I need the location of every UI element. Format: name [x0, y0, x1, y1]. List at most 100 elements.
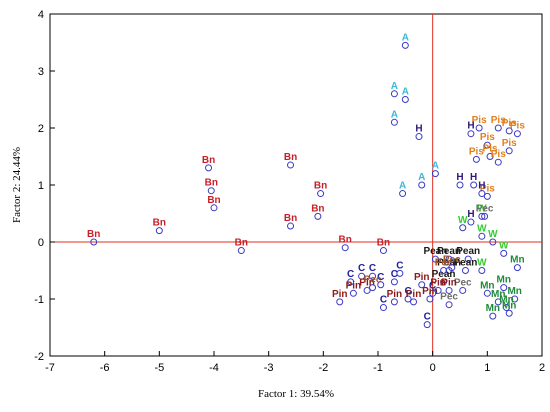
data-point: W	[499, 240, 509, 257]
x-tick-label: -6	[100, 362, 110, 374]
point-marker	[341, 244, 349, 252]
point-marker	[207, 187, 215, 195]
data-point: Pis	[469, 146, 484, 163]
point-marker	[459, 224, 467, 232]
point-marker	[483, 289, 491, 297]
point-label: Pec	[435, 258, 453, 269]
data-point: W	[477, 203, 487, 220]
data-point: Mn	[486, 303, 500, 320]
point-label: Pis	[480, 183, 495, 194]
data-point: Pis	[480, 183, 495, 200]
data-point: C	[404, 286, 412, 303]
data-point: A	[391, 109, 398, 126]
point-label: C	[424, 312, 431, 323]
x-tick-label: -3	[264, 362, 274, 374]
data-point: Pis	[472, 115, 487, 132]
y-axis-title: Factor 2: 24.44%	[11, 147, 23, 223]
reference-lines	[50, 14, 542, 356]
point-marker	[445, 286, 453, 294]
point-label: Pis	[480, 132, 495, 143]
point-marker	[347, 278, 355, 286]
point-marker	[459, 286, 467, 294]
point-marker	[445, 301, 453, 309]
point-marker	[431, 255, 439, 263]
x-tick-label: -7	[45, 362, 55, 374]
point-label: Pec	[476, 203, 494, 214]
point-label: W	[477, 258, 487, 269]
point-label: Pis	[469, 146, 484, 157]
point-marker	[478, 232, 486, 240]
point-marker	[502, 304, 510, 312]
data-point: H	[415, 124, 423, 141]
data-point: Pean	[437, 246, 461, 263]
point-marker	[90, 238, 98, 246]
point-label: A	[402, 87, 409, 98]
point-label: C	[347, 269, 354, 280]
data-point: C	[391, 269, 398, 286]
data-point: Bn	[377, 238, 390, 255]
point-label: Pis	[491, 149, 506, 160]
point-label: C	[429, 280, 436, 291]
data-point: Pean	[423, 246, 447, 263]
data-point: Mn	[510, 255, 525, 272]
point-marker	[287, 161, 295, 169]
point-marker	[494, 158, 502, 166]
point-label: Mn	[491, 289, 505, 300]
point-marker	[399, 190, 407, 198]
data-point: Bn	[202, 155, 215, 172]
point-marker	[486, 153, 494, 160]
x-axis-title: Factor 1: 39.54%	[258, 388, 334, 400]
data-point: A	[432, 161, 439, 178]
data-point: A	[402, 32, 409, 49]
data-point: H	[470, 172, 477, 189]
point-marker	[478, 267, 486, 274]
data-point: W	[477, 258, 487, 274]
point-label: Mn	[499, 295, 513, 306]
point-label: H	[456, 172, 463, 183]
data-point: Pec	[435, 258, 453, 274]
point-label: C	[404, 286, 411, 297]
point-marker	[467, 130, 475, 138]
point-label: Bn	[284, 213, 297, 224]
point-label: Bn	[205, 178, 218, 189]
data-point: Pin	[430, 277, 446, 294]
data-point: Pis	[491, 115, 506, 132]
data-point: Bn	[153, 218, 166, 235]
x-tick-label: 1	[484, 362, 490, 374]
y-tick-label: 2	[38, 123, 44, 135]
data-point: Bn	[87, 229, 100, 246]
data-point: Mn	[507, 286, 522, 303]
data-point: W	[458, 215, 468, 232]
data-point: Bn	[205, 178, 218, 195]
x-tick-label: -2	[318, 362, 328, 374]
point-label: Pin	[430, 277, 446, 288]
point-label: Mn	[480, 280, 494, 291]
point-marker	[396, 269, 404, 277]
point-marker	[363, 286, 371, 294]
data-point: C	[396, 260, 404, 277]
data-point: Pin	[406, 289, 421, 306]
y-tick-label: 0	[38, 237, 44, 249]
point-marker	[467, 218, 475, 226]
point-marker	[336, 298, 344, 306]
data-point: Pec	[364, 275, 382, 292]
point-marker	[287, 222, 295, 230]
point-label: A	[391, 81, 398, 92]
data-point: Pean	[454, 258, 477, 274]
point-label: Pean	[423, 246, 447, 257]
data-point: C	[369, 263, 376, 280]
data-point: C	[429, 280, 437, 297]
data-point: Bn	[235, 238, 248, 255]
point-marker	[445, 255, 453, 263]
data-point: Pin	[422, 286, 438, 303]
point-marker	[440, 267, 448, 274]
point-marker	[358, 272, 366, 280]
data-point: Bn	[314, 181, 327, 198]
point-marker	[429, 289, 437, 297]
point-marker	[418, 181, 426, 189]
data-point: Mn	[502, 300, 516, 317]
data-point: Pis	[510, 121, 525, 138]
data-point: Pin	[332, 289, 348, 306]
point-label: Pean	[437, 258, 461, 269]
data-point: Mn	[497, 275, 511, 292]
